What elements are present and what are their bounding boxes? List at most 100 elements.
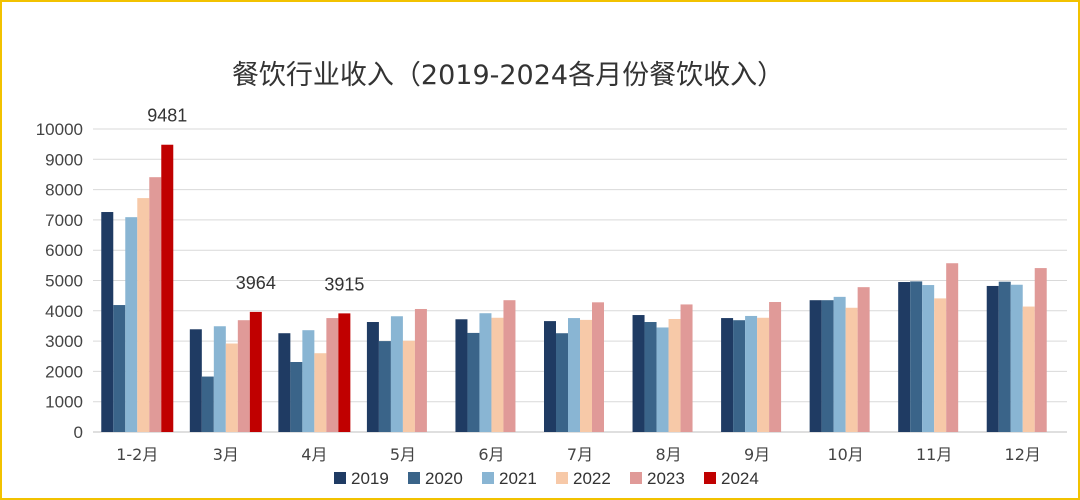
bar-2019-0 <box>101 212 114 432</box>
bar-2020-1 <box>201 376 214 432</box>
x-axis: 1-2月 3月 4月 5月 6月 7月 8月 9月 10月 11月 12月 <box>116 445 1041 464</box>
legend-swatch-2022 <box>556 472 568 484</box>
x-tick-label: 11月 <box>916 445 952 464</box>
legend-label-2020: 2020 <box>425 469 463 488</box>
bar-2021-3 <box>390 316 403 432</box>
y-tick-label: 7000 <box>45 211 83 230</box>
bar-2020-9 <box>910 281 923 432</box>
legend-label-2021: 2021 <box>499 469 537 488</box>
chart-title: 餐饮行业收入（2019-2024各月份餐饮收入） <box>232 60 784 91</box>
y-tick-label: 8000 <box>45 181 83 200</box>
legend-swatch-2023 <box>630 472 642 484</box>
x-tick-label: 8月 <box>655 445 681 464</box>
legend-label-2024: 2024 <box>721 469 759 488</box>
bar-2023-0 <box>149 177 162 432</box>
y-tick-label: 0 <box>74 423 83 442</box>
bar-2019-7 <box>721 318 734 432</box>
bar-2022-10 <box>1022 306 1035 432</box>
y-tick-label: 3000 <box>45 332 83 351</box>
data-label: 3964 <box>236 273 276 293</box>
legend: 2019 2020 2021 2022 2023 2024 <box>334 469 759 488</box>
x-tick-label: 12月 <box>1005 445 1041 464</box>
bar-2022-0 <box>137 198 150 432</box>
bar-2023-7 <box>769 302 782 432</box>
bar-2021-6 <box>656 327 669 432</box>
legend-label-2023: 2023 <box>647 469 685 488</box>
bar-2023-10 <box>1034 268 1047 432</box>
bar-2021-5 <box>568 318 580 432</box>
bar-2023-9 <box>946 263 959 432</box>
bar-2020-3 <box>378 341 391 432</box>
bar-2024-1 <box>249 311 262 432</box>
bar-2023-3 <box>414 308 427 432</box>
bar-2022-4 <box>491 317 504 432</box>
bar-2020-2 <box>290 362 303 432</box>
x-tick-label: 9月 <box>744 445 770 464</box>
bar-2021-7 <box>745 315 758 432</box>
bar-2019-4 <box>455 319 468 432</box>
x-tick-label: 7月 <box>567 445 593 464</box>
bar-2021-4 <box>479 313 492 432</box>
legend-swatch-2021 <box>482 472 494 484</box>
y-tick-label: 9000 <box>45 150 83 169</box>
y-tick-label: 6000 <box>45 241 83 260</box>
data-labels: 9481 3964 3915 <box>147 106 364 295</box>
bar-2022-6 <box>668 318 681 432</box>
y-tick-label: 5000 <box>45 272 83 291</box>
legend-swatch-2020 <box>408 472 420 484</box>
bar-2021-10 <box>1010 284 1023 432</box>
bar-2023-1 <box>237 320 250 432</box>
bar-2022-2 <box>314 353 327 432</box>
bar-2022-1 <box>225 343 238 432</box>
y-tick-label: 4000 <box>45 302 83 321</box>
bar-2022-8 <box>845 307 858 432</box>
x-tick-label: 10月 <box>827 445 863 464</box>
bar-2022-5 <box>580 319 592 432</box>
bar-2023-2 <box>326 318 339 432</box>
x-tick-label: 4月 <box>301 445 327 464</box>
y-tick-label: 1000 <box>45 393 83 412</box>
bar-2020-10 <box>998 281 1011 432</box>
bar-2019-5 <box>544 321 556 432</box>
bar-2019-9 <box>898 282 911 432</box>
bar-2020-5 <box>556 333 568 432</box>
bar-2021-9 <box>922 285 935 432</box>
bar-2019-1 <box>189 329 202 432</box>
bar-2021-0 <box>125 217 138 432</box>
bar-2020-6 <box>644 322 657 432</box>
bar-2023-6 <box>680 304 693 432</box>
bar-2019-10 <box>986 285 999 432</box>
bars <box>101 144 1047 432</box>
x-tick-label: 6月 <box>478 445 504 464</box>
bar-2022-9 <box>934 298 947 432</box>
bar-2024-0 <box>161 144 174 432</box>
x-tick-label: 3月 <box>213 445 239 464</box>
bar-2021-2 <box>302 330 315 432</box>
legend-label-2019: 2019 <box>351 469 389 488</box>
bar-2024-2 <box>338 313 351 432</box>
legend-swatch-2024 <box>704 472 716 484</box>
bar-2022-3 <box>402 340 415 432</box>
bar-2023-4 <box>503 300 516 432</box>
legend-swatch-2019 <box>334 472 346 484</box>
data-label: 3915 <box>324 274 364 294</box>
bar-2023-5 <box>592 302 604 432</box>
bar-2021-1 <box>213 326 226 432</box>
bar-2019-6 <box>632 315 645 432</box>
legend-label-2022: 2022 <box>573 469 611 488</box>
bar-2019-2 <box>278 333 291 432</box>
bar-2020-8 <box>821 300 834 432</box>
bar-2019-8 <box>809 300 822 432</box>
bar-2019-3 <box>366 322 379 432</box>
bar-2020-0 <box>113 305 126 432</box>
x-tick-label: 1-2月 <box>116 445 158 464</box>
bar-2023-8 <box>857 287 870 432</box>
bar-2020-4 <box>467 332 480 432</box>
bar-2021-8 <box>833 296 846 432</box>
x-tick-label: 5月 <box>390 445 416 464</box>
y-axis: 0 1000 2000 3000 4000 5000 6000 7000 8000 9000 100… <box>36 120 83 442</box>
bar-2020-7 <box>733 320 746 432</box>
bar-2022-7 <box>757 317 770 432</box>
data-label: 9481 <box>147 106 187 126</box>
